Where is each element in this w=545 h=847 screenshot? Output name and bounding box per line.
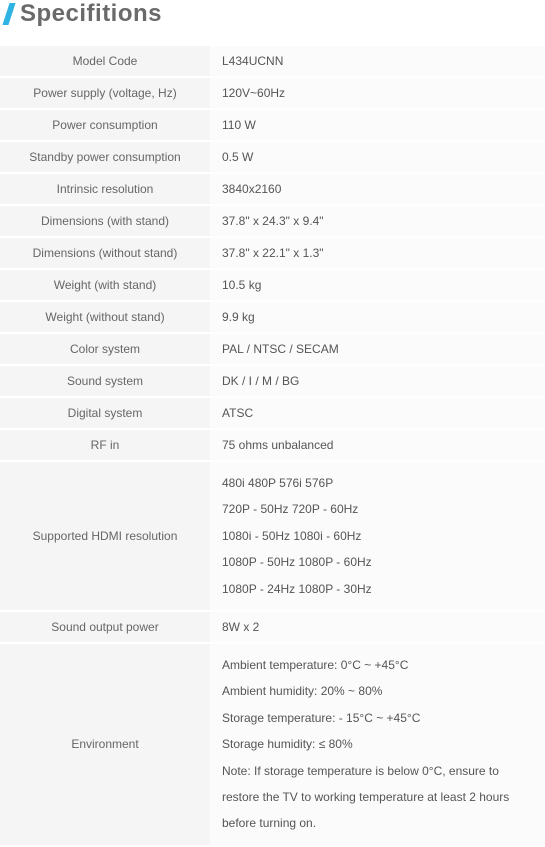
spec-value-line: 720P - 50Hz 720P - 60Hz — [222, 496, 533, 522]
table-row: RF in75 ohms unbalanced — [0, 430, 545, 460]
table-row: Color systemPAL / NTSC / SECAM — [0, 334, 545, 364]
spec-value: 10.5 kg — [210, 270, 545, 300]
spec-value-line: 1080P - 24Hz 1080P - 30Hz — [222, 576, 533, 602]
table-row: Dimensions (without stand)37.8" x 22.1" … — [0, 238, 545, 268]
table-row: Dimensions (with stand)37.8" x 24.3" x 9… — [0, 206, 545, 236]
spec-value-line: Ambient humidity: 20% ~ 80% — [222, 678, 533, 704]
table-row: Supported HDMI resolution480i 480P 576i … — [0, 462, 545, 610]
spec-value-line: Storage humidity: ≤ 80% — [222, 731, 533, 757]
spec-label: Sound output power — [0, 612, 210, 642]
spec-value: 480i 480P 576i 576P720P - 50Hz 720P - 60… — [210, 462, 545, 610]
spec-label: Digital system — [0, 398, 210, 428]
spec-label: Power supply (voltage, Hz) — [0, 78, 210, 108]
spec-value-line: Storage temperature: - 15°C ~ +45°C — [222, 705, 533, 731]
table-row: Standby power consumption0.5 W — [0, 142, 545, 172]
spec-label: Dimensions (without stand) — [0, 238, 210, 268]
table-row: Sound systemDK / I / M / BG — [0, 366, 545, 396]
spec-value-line: 480i 480P 576i 576P — [222, 470, 533, 496]
spec-value: 120V~60Hz — [210, 78, 545, 108]
spec-label: Standby power consumption — [0, 142, 210, 172]
specifications-table: Model CodeL434UCNNPower supply (voltage,… — [0, 44, 545, 847]
table-row: Sound output power8W x 2 — [0, 612, 545, 642]
spec-value: 9.9 kg — [210, 302, 545, 332]
table-row: EnvironmentAmbient temperature: 0°C ~ +4… — [0, 644, 545, 845]
accent-slash-icon — [2, 3, 15, 25]
spec-label: RF in — [0, 430, 210, 460]
spec-value: 75 ohms unbalanced — [210, 430, 545, 460]
spec-label: Environment — [0, 644, 210, 845]
table-row: Power supply (voltage, Hz)120V~60Hz — [0, 78, 545, 108]
spec-value-line: 1080i - 50Hz 1080i - 60Hz — [222, 523, 533, 549]
table-row: Weight (without stand)9.9 kg — [0, 302, 545, 332]
spec-value-line: 1080P - 50Hz 1080P - 60Hz — [222, 549, 533, 575]
spec-label: Weight (without stand) — [0, 302, 210, 332]
spec-value: 0.5 W — [210, 142, 545, 172]
spec-value: 110 W — [210, 110, 545, 140]
spec-label: Supported HDMI resolution — [0, 462, 210, 610]
spec-value: ATSC — [210, 398, 545, 428]
spec-label: Dimensions (with stand) — [0, 206, 210, 236]
spec-label: Weight (with stand) — [0, 270, 210, 300]
page-title: Specifitions — [20, 0, 162, 28]
spec-value: L434UCNN — [210, 46, 545, 76]
table-row: Weight (with stand)10.5 kg — [0, 270, 545, 300]
spec-label: Intrinsic resolution — [0, 174, 210, 204]
spec-value-line: Ambient temperature: 0°C ~ +45°C — [222, 652, 533, 678]
spec-label: Model Code — [0, 46, 210, 76]
spec-value: 8W x 2 — [210, 612, 545, 642]
spec-value-line: Note: If storage temperature is below 0°… — [222, 758, 533, 837]
spec-value: 37.8" x 22.1" x 1.3" — [210, 238, 545, 268]
spec-value: 37.8" x 24.3" x 9.4" — [210, 206, 545, 236]
spec-value: PAL / NTSC / SECAM — [210, 334, 545, 364]
table-row: Power consumption110 W — [0, 110, 545, 140]
spec-label: Sound system — [0, 366, 210, 396]
table-row: Model CodeL434UCNN — [0, 46, 545, 76]
table-row: Digital systemATSC — [0, 398, 545, 428]
page-heading-wrap: Specifitions — [0, 0, 545, 44]
spec-label: Power consumption — [0, 110, 210, 140]
table-row: Intrinsic resolution3840x2160 — [0, 174, 545, 204]
spec-label: Color system — [0, 334, 210, 364]
spec-value: DK / I / M / BG — [210, 366, 545, 396]
spec-value: Ambient temperature: 0°C ~ +45°CAmbient … — [210, 644, 545, 845]
spec-value: 3840x2160 — [210, 174, 545, 204]
